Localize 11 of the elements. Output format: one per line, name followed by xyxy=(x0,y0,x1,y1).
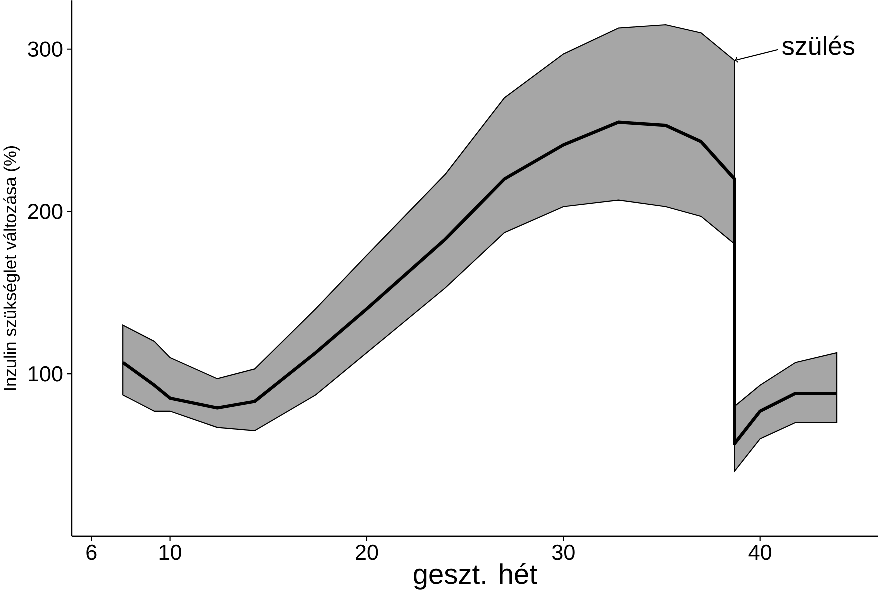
x-tick-label: 20 xyxy=(356,544,378,560)
y-axis-title: Inzulin szükséglet változása (%) xyxy=(4,146,20,390)
y-tick-label: 100 xyxy=(29,366,63,382)
annotation: szülés xyxy=(782,36,855,56)
y-tick-label: 200 xyxy=(28,204,63,220)
x-tick-label: 40 xyxy=(748,544,772,560)
x-tick-label: 30 xyxy=(552,544,575,560)
x-tick-label: 6 xyxy=(86,544,97,560)
x-tick-label: 10 xyxy=(160,544,182,560)
y-tick-label: 300 xyxy=(28,41,63,57)
x-axis-title: geszt. hét xyxy=(414,563,538,590)
